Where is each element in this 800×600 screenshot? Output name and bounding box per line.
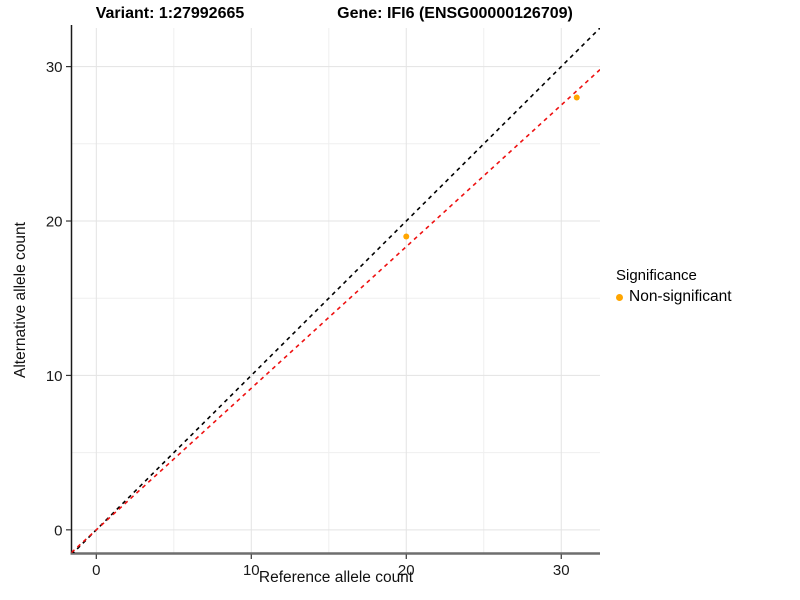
data-point — [403, 233, 410, 240]
data-point — [573, 94, 580, 101]
plot-title-variant: Variant: 1:27992665 — [95, 5, 245, 22]
plot-title-gene: Gene: IFI6 (ENSG00000126709) — [337, 5, 573, 22]
x-tick-label: 0 — [92, 562, 100, 579]
x-axis-title: Reference allele count — [258, 569, 414, 586]
x-tick-label: 20 — [398, 562, 415, 579]
y-tick-label: 20 — [46, 214, 63, 231]
legend-title: Significance — [616, 267, 697, 284]
legend-item-label: Non-significant — [629, 288, 732, 305]
x-tick-label: 30 — [553, 562, 570, 579]
fit-line — [71, 69, 600, 553]
y-tick-label: 0 — [54, 522, 62, 539]
y-tick-label: 30 — [46, 59, 63, 76]
legend: Significance Non-significant — [616, 267, 732, 306]
legend-item: Non-significant — [616, 288, 732, 306]
x-tick-label: 10 — [243, 562, 260, 579]
y-tick-label: 10 — [46, 368, 63, 385]
y-axis-title: Alternative allele count — [12, 222, 29, 378]
legend-point-icon — [616, 293, 623, 301]
identity-line — [71, 28, 600, 553]
